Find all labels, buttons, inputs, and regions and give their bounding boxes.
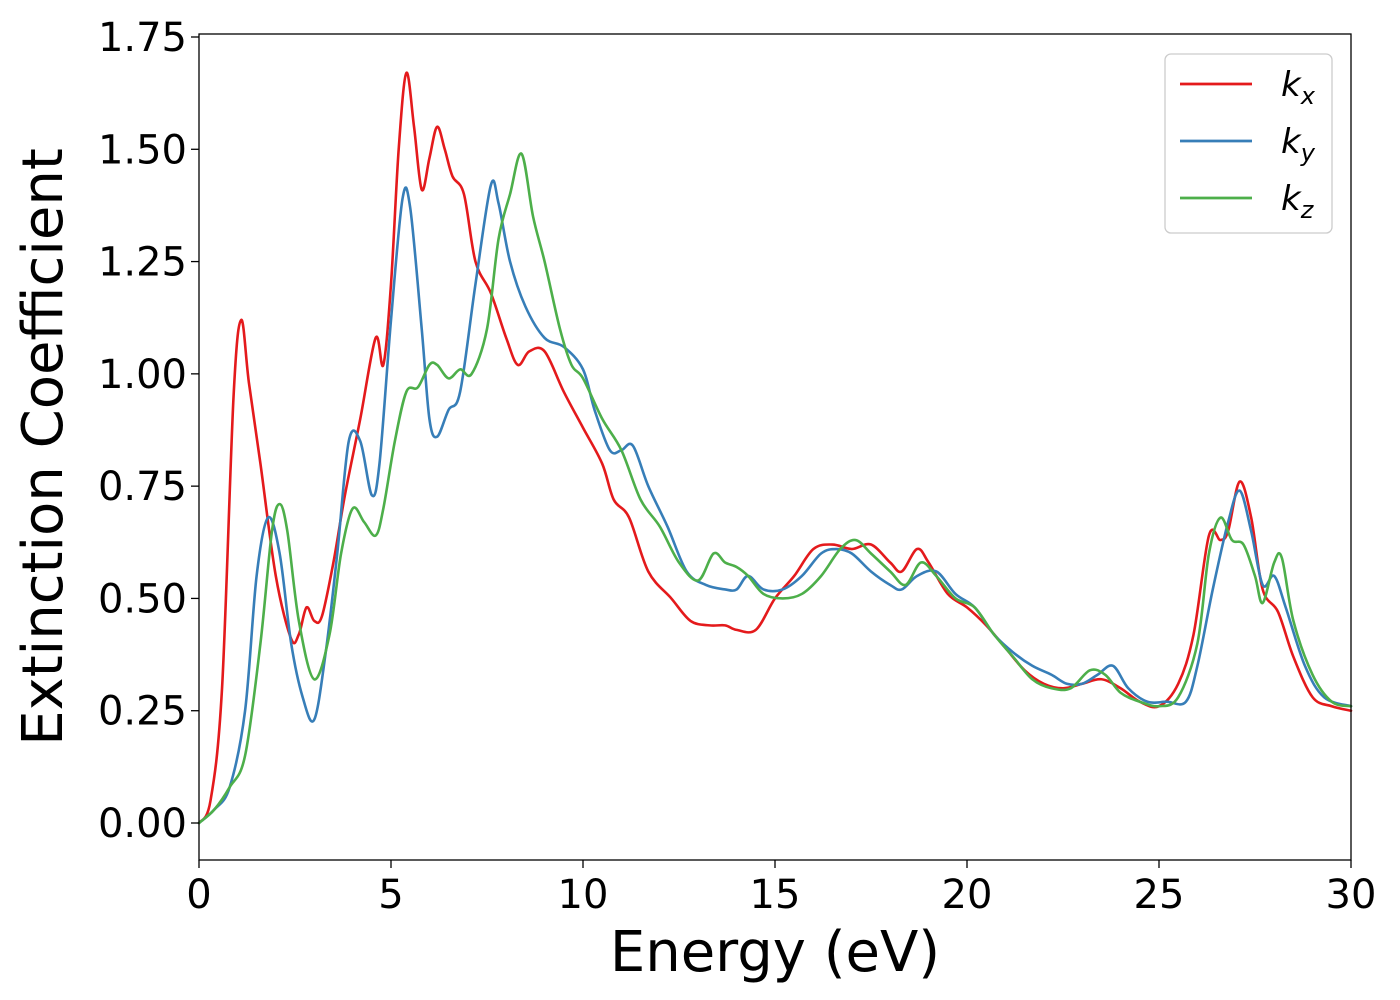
y-tick-label: 1.50 bbox=[98, 127, 187, 173]
x-tick-label: 20 bbox=[942, 872, 993, 918]
x-axis: 0 5 10 15 20 25 30 bbox=[186, 860, 1376, 918]
x-tick-label: 15 bbox=[750, 872, 801, 918]
y-tick-label: 0.25 bbox=[98, 689, 187, 735]
x-tick-label: 30 bbox=[1326, 872, 1377, 918]
series-layer bbox=[197, 71, 1353, 825]
y-tick-label: 1.00 bbox=[98, 352, 187, 398]
series-line-ky bbox=[197, 179, 1353, 825]
y-tick-label: 0.75 bbox=[98, 464, 187, 510]
x-tick-label: 10 bbox=[558, 872, 609, 918]
y-tick-label: 0.00 bbox=[98, 801, 187, 847]
x-axis-title: Energy (eV) bbox=[610, 920, 940, 985]
legend-box bbox=[1164, 53, 1333, 234]
y-tick-label: 0.50 bbox=[98, 576, 187, 622]
y-tick-label: 1.25 bbox=[98, 240, 187, 286]
x-tick-label: 0 bbox=[186, 872, 211, 918]
x-tick-label: 25 bbox=[1134, 872, 1185, 918]
x-tick-label: 5 bbox=[378, 872, 403, 918]
y-axis: 0.00 0.25 0.50 0.75 1.00 1.25 1.50 1.75 bbox=[98, 15, 199, 847]
series-line-kz bbox=[197, 152, 1353, 825]
y-tick-label: 1.75 bbox=[98, 15, 187, 61]
y-axis-title: Extinction Coefficient bbox=[11, 148, 76, 746]
